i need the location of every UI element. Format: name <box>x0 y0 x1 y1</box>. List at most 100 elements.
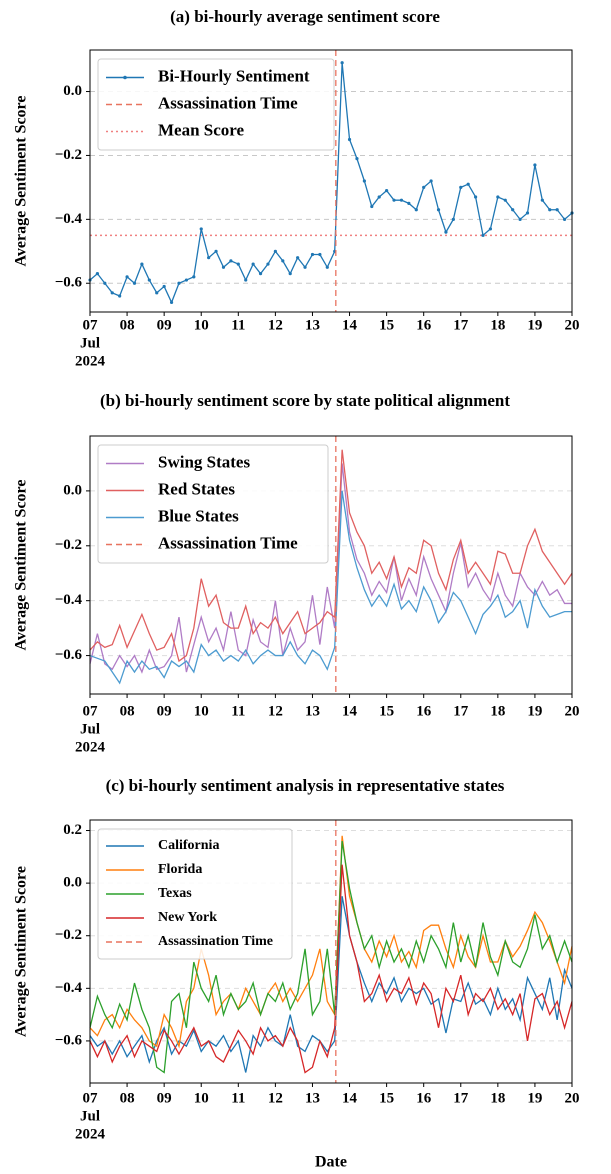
series-line <box>89 840 573 1074</box>
data-point <box>258 272 263 276</box>
y-tick-label: −0.6 <box>55 275 83 291</box>
data-point <box>95 272 100 276</box>
data-point <box>125 275 129 279</box>
data-point <box>192 275 196 279</box>
x-tick-label: 13 <box>305 317 320 333</box>
x-tick-sublabel: 2024 <box>75 353 106 369</box>
data-point <box>184 278 188 282</box>
data-point <box>318 252 322 257</box>
series-line <box>89 490 572 685</box>
data-point <box>474 195 478 199</box>
data-point <box>355 157 359 161</box>
data-point <box>481 233 485 237</box>
y-axis-label: Average Sentiment Score <box>13 866 30 1037</box>
data-point <box>370 204 374 209</box>
data-point <box>244 278 248 282</box>
y-tick-label: 0.0 <box>63 83 82 99</box>
y-tick-label: −0.4 <box>55 211 83 227</box>
legend-label: Florida <box>158 862 202 877</box>
data-point <box>562 217 567 221</box>
data-point <box>155 291 159 295</box>
x-tick-label: 20 <box>565 317 580 333</box>
data-point <box>347 137 352 142</box>
data-point <box>362 179 366 183</box>
legend-label: Mean Score <box>158 120 245 139</box>
x-tick-label: 17 <box>453 317 469 333</box>
x-tick-label: 14 <box>342 317 358 333</box>
data-point <box>132 281 137 285</box>
y-tick-label: −0.2 <box>55 537 82 553</box>
data-point <box>273 249 277 253</box>
data-point <box>414 208 418 212</box>
legend-label: Assassination Time <box>158 533 298 552</box>
y-tick-label: −0.2 <box>55 927 82 943</box>
x-tick-sublabel: Jul <box>80 721 100 737</box>
legend-box <box>97 58 335 151</box>
x-tick-label: 11 <box>231 1090 245 1106</box>
data-point <box>488 227 493 231</box>
data-point <box>533 163 537 167</box>
data-point <box>451 217 455 221</box>
data-point <box>555 208 559 212</box>
x-tick-label: 15 <box>379 1090 394 1106</box>
data-point <box>296 256 300 260</box>
data-point <box>518 217 522 221</box>
y-axis-label: Average Sentiment Score <box>13 480 30 651</box>
x-tick-label: 15 <box>379 703 394 719</box>
data-point <box>436 208 441 212</box>
x-tick-label: 10 <box>194 1090 209 1106</box>
data-point <box>103 281 107 285</box>
data-point <box>118 294 122 298</box>
data-point <box>251 262 255 266</box>
x-tick-sublabel: 2024 <box>75 739 106 755</box>
x-tick-label: 19 <box>527 703 542 719</box>
x-tick-label: 11 <box>231 317 245 333</box>
legend-marker <box>123 75 127 80</box>
x-tick-label: 09 <box>157 1090 172 1106</box>
data-point <box>385 188 389 193</box>
x-tick-label: 19 <box>527 317 542 333</box>
data-point <box>207 256 211 260</box>
x-tick-label: 20 <box>565 1090 580 1106</box>
x-tick-sublabel: 2024 <box>75 1126 106 1142</box>
x-tick-label: 08 <box>120 703 135 719</box>
x-tick-label: 07 <box>83 703 99 719</box>
y-tick-label: 0.0 <box>63 875 82 891</box>
series-line <box>89 463 572 674</box>
y-tick-label: 0.2 <box>63 822 82 838</box>
legend-label: Assassination Time <box>158 93 298 112</box>
x-tick-label: 08 <box>120 1090 135 1106</box>
data-point <box>199 227 203 231</box>
data-point <box>340 61 344 65</box>
x-tick-sublabel: Jul <box>80 335 100 351</box>
data-point <box>162 284 166 289</box>
plot-frame <box>89 819 573 1084</box>
x-tick-label: 18 <box>490 703 505 719</box>
legend-label: Swing States <box>158 452 250 471</box>
series-line <box>89 62 573 305</box>
chart-title: (a) bi-hourly average sentiment score <box>170 7 440 26</box>
data-point <box>140 262 144 266</box>
x-tick-label: 07 <box>83 1090 99 1106</box>
x-tick-label: 17 <box>453 1090 469 1106</box>
x-tick-label: 07 <box>83 317 99 333</box>
data-point <box>496 195 500 199</box>
data-point <box>422 185 426 189</box>
series-line <box>89 896 573 1073</box>
data-point <box>110 291 114 295</box>
data-point <box>540 198 544 202</box>
data-point <box>503 198 507 202</box>
plot-frame <box>89 435 573 695</box>
data-point <box>281 259 285 263</box>
x-tick-label: 16 <box>416 1090 432 1106</box>
legend-label: Texas <box>158 886 192 901</box>
chart-title: (b) bi-hourly sentiment score by state p… <box>100 391 510 410</box>
y-tick-label: −0.6 <box>55 1032 83 1048</box>
data-point <box>229 259 233 263</box>
data-point <box>266 262 270 266</box>
chart-title: (c) bi-hourly sentiment analysis in repr… <box>106 776 505 795</box>
legend-box <box>97 828 293 960</box>
series-line <box>89 449 573 663</box>
y-tick-label: 0.0 <box>63 482 82 498</box>
data-point <box>511 208 515 212</box>
